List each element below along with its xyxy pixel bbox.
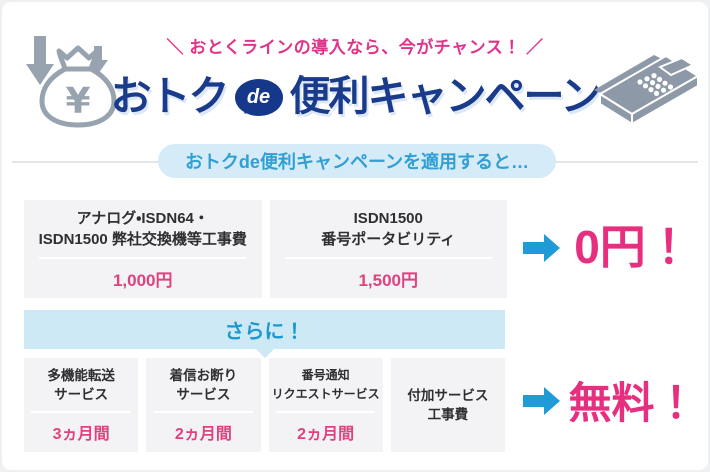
result-zero-yen: 0円！ xyxy=(574,221,692,273)
fee-box-title-line1: アナログ・ISDN64・ xyxy=(76,209,209,227)
svg-text:¥: ¥ xyxy=(65,81,90,122)
service-title-line2: サービス xyxy=(54,387,109,402)
service-title-line1: 着信お断り xyxy=(169,368,238,383)
service-title-line1: 付加サービス xyxy=(407,388,489,403)
service-duration: 2ヵ月間 xyxy=(297,426,355,443)
campaign-tagline: ＼ おとくラインの導入なら、今がチャンス！ ／ xyxy=(166,38,544,57)
fee-box-title-line2: ISDN1500 弊社交換機等工事費 xyxy=(38,230,247,248)
service-title-line2: 工事費 xyxy=(427,407,469,422)
service-duration: 2ヵ月間 xyxy=(174,426,232,443)
right-arrow-icon xyxy=(523,387,560,415)
right-arrow-icon xyxy=(523,234,560,262)
service-title-line1: 多機能転送 xyxy=(47,368,115,383)
fee-box-price: 1,500円 xyxy=(358,270,419,290)
service-box-forwarding: 多機能転送 サービス 3ヵ月間 xyxy=(24,358,139,452)
result-free: 無料！ xyxy=(568,380,698,428)
box-divider xyxy=(31,411,131,413)
service-duration: 3ヵ月間 xyxy=(52,426,110,443)
service-box-caller-id-request: 番号通知 リクエストサービス 2ヵ月間 xyxy=(268,358,383,452)
service-box-additional-fee: 付加サービス 工事費 xyxy=(390,358,505,452)
service-title-line1: 番号通知 xyxy=(301,368,350,382)
fee-box-row: アナログ・ISDN64・ ISDN1500 弊社交換機等工事費 1,000円 I… xyxy=(24,200,507,298)
service-box-row: 多機能転送 サービス 3ヵ月間 着信お断り サービス 2ヵ月間 番号通知 リクエ… xyxy=(24,358,505,452)
phone-icon xyxy=(594,54,700,126)
service-title-line2: リクエストサービス xyxy=(271,387,380,401)
campaign-title: おトク de 便利キャンペーン xyxy=(2,62,708,122)
fee-box-number-portability: ISDN1500 番号ポータビリティ 1,500円 xyxy=(269,200,507,298)
de-speech-bubble: de xyxy=(234,78,283,116)
box-divider xyxy=(39,256,247,259)
fee-box-analog-isdn: アナログ・ISDN64・ ISDN1500 弊社交換機等工事費 1,000円 xyxy=(24,200,262,298)
title-left: おトク xyxy=(110,73,230,119)
box-divider xyxy=(284,256,492,259)
fee-box-price: 1,000円 xyxy=(112,270,173,290)
service-box-call-reject: 着信お断り サービス 2ヵ月間 xyxy=(146,358,261,452)
fee-box-title-line2: 番号ポータビリティ xyxy=(321,230,456,248)
box-divider xyxy=(153,411,254,413)
service-title-line2: サービス xyxy=(176,387,231,402)
title-right: 便利キャンペーン xyxy=(289,73,602,119)
furthermore-band: さらに！ xyxy=(24,310,505,358)
fee-box-title-line1: ISDN1500 xyxy=(353,209,423,227)
box-divider xyxy=(275,411,376,413)
money-bag-icon: ¥ xyxy=(26,36,117,128)
lead-pill: おトクde便利キャンペーンを適用すると… xyxy=(158,144,556,178)
